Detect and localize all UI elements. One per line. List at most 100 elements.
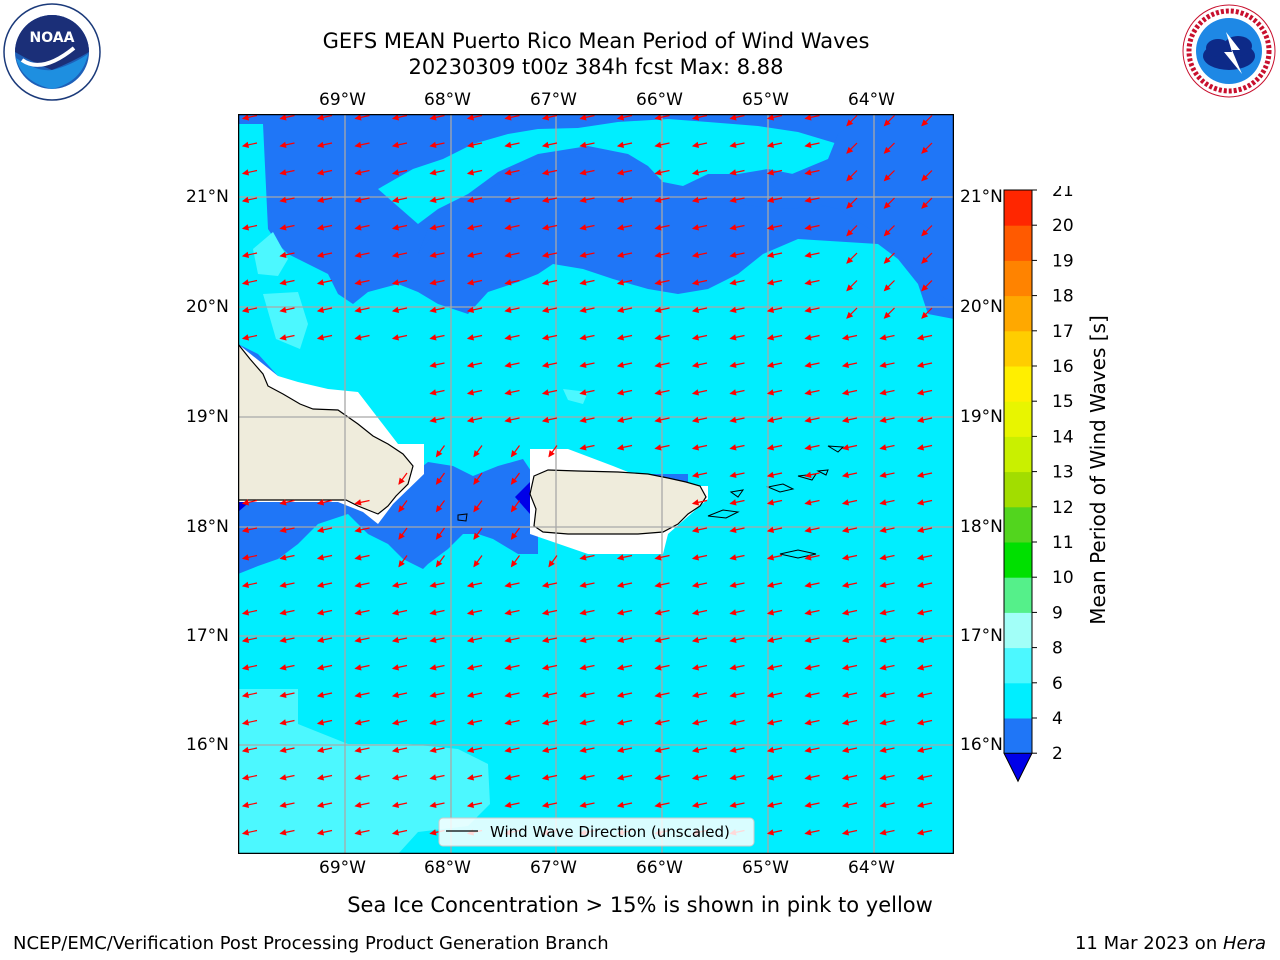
wind-arrow-head — [841, 526, 850, 533]
wind-arrow-head — [466, 279, 475, 286]
wind-arrow-head — [883, 174, 891, 182]
wind-arrow-head — [916, 609, 925, 616]
wind-arrow-head — [729, 471, 737, 478]
wind-arrow-head — [691, 361, 700, 368]
wind-arrow-head — [654, 114, 662, 121]
wind-arrow-head — [883, 229, 891, 237]
wind-arrow-head — [541, 141, 550, 148]
wind-arrow-head — [729, 114, 737, 121]
wind-arrow-head — [504, 114, 512, 121]
contour-6-8-south — [238, 689, 490, 854]
wind-arrow-head — [466, 141, 475, 148]
lon-label-bottom: 68°W — [424, 858, 471, 878]
wind-arrow-head — [241, 526, 250, 533]
wind-arrow-head — [548, 450, 555, 458]
wind-arrow-head — [466, 306, 475, 313]
wind-arrow-head — [916, 526, 925, 533]
wind-arrow-head — [916, 471, 925, 478]
wind-arrow-head — [435, 532, 443, 540]
wind-arrow-head — [541, 224, 550, 231]
wind-arrow-head — [466, 416, 475, 423]
colorbar-tick-label: 18 — [1052, 287, 1074, 307]
wind-arrow-head — [541, 389, 550, 396]
colorbar-tick-label: 11 — [1052, 533, 1074, 553]
wind-arrow-head — [510, 560, 518, 568]
wind-arrow-head — [579, 279, 587, 286]
wind-arrow-head — [316, 169, 325, 176]
wind-arrow-head — [616, 746, 625, 753]
wind-arrow-head — [916, 829, 925, 836]
wind-arrow-head — [616, 801, 625, 808]
wind-arrow-head — [921, 284, 929, 292]
wind-arrow-head — [316, 719, 325, 726]
wind-arrow-head — [579, 691, 587, 698]
wind-arrow-head — [466, 636, 475, 643]
wind-arrow-head — [354, 224, 362, 231]
wind-arrow-head — [504, 141, 512, 148]
wind-arrow-head — [429, 829, 437, 836]
wind-arrow-head — [429, 389, 437, 396]
colorbar-swatch — [1004, 682, 1032, 719]
wind-arrow-head — [846, 256, 854, 264]
wind-arrow-head — [916, 636, 925, 643]
wind-arrow-head — [879, 774, 887, 781]
wind-arrow-head — [691, 801, 700, 808]
wind-arrow-head — [729, 279, 737, 286]
wind-arrow-head — [729, 251, 737, 258]
wind-arrow-head — [429, 141, 437, 148]
wind-arrow-head — [398, 560, 405, 568]
branch-credit: NCEP/EMC/Verification Post Processing Pr… — [13, 933, 609, 954]
lon-label-top: 69°W — [319, 90, 366, 110]
wind-arrow-head — [729, 499, 737, 506]
wind-arrow-head — [241, 306, 250, 313]
wind-arrow-head — [841, 774, 850, 781]
wind-arrow-head — [654, 306, 662, 313]
wind-arrow-head — [916, 581, 925, 588]
wind-arrow-head — [654, 691, 662, 698]
wind-arrow-head — [616, 581, 625, 588]
wind-arrow-head — [354, 581, 362, 588]
wind-arrow-head — [616, 114, 625, 121]
wind-arrow-head — [616, 389, 625, 396]
lon-label-bottom: 64°W — [848, 858, 895, 878]
wind-arrow-head — [391, 334, 400, 341]
wind-arrow-head — [279, 801, 287, 808]
colorbar-swatch — [1004, 718, 1032, 754]
colorbar-tick-label: 9 — [1052, 603, 1063, 623]
wind-arrow-head — [466, 114, 475, 121]
wind-arrow-head — [654, 554, 662, 561]
wind-arrow-head — [391, 691, 400, 698]
wind-arrow-head — [435, 477, 443, 485]
wind-arrow-head — [766, 389, 775, 396]
wind-arrow-head — [766, 801, 775, 808]
wind-arrow-head — [548, 560, 555, 568]
contour-cyan-cutout — [378, 119, 868, 224]
wind-arrow-head — [541, 609, 550, 616]
wind-arrow-head — [766, 444, 775, 451]
wind-arrow-head — [279, 691, 287, 698]
wind-arrow-head — [654, 334, 662, 341]
wind-arrow-head — [391, 609, 400, 616]
wind-arrow-head — [504, 691, 512, 698]
wind-arrow-head — [691, 444, 700, 451]
machine-name: Hera — [1222, 933, 1266, 954]
wind-arrow-head — [316, 114, 325, 121]
wind-arrow-head — [766, 114, 775, 121]
wind-arrow-head — [766, 609, 775, 616]
wind-arrow-head — [316, 196, 325, 203]
wind-arrow-head — [435, 450, 443, 458]
wind-arrow-head — [504, 719, 512, 726]
wind-arrow-head — [541, 196, 550, 203]
wind-arrow-head — [354, 664, 362, 671]
wind-arrow-head — [504, 169, 512, 176]
wind-arrow-head — [879, 361, 887, 368]
wind-arrow-head — [279, 526, 287, 533]
wind-arrow-head — [504, 609, 512, 616]
wind-arrow-head — [354, 499, 362, 506]
wind-arrow-head — [541, 581, 550, 588]
wind-arrow-head — [921, 146, 929, 154]
wind-arrow-head — [883, 119, 891, 127]
wind-arrow-head — [316, 251, 325, 258]
wind-arrow-head — [841, 334, 850, 341]
wind-arrow-head — [804, 774, 812, 781]
